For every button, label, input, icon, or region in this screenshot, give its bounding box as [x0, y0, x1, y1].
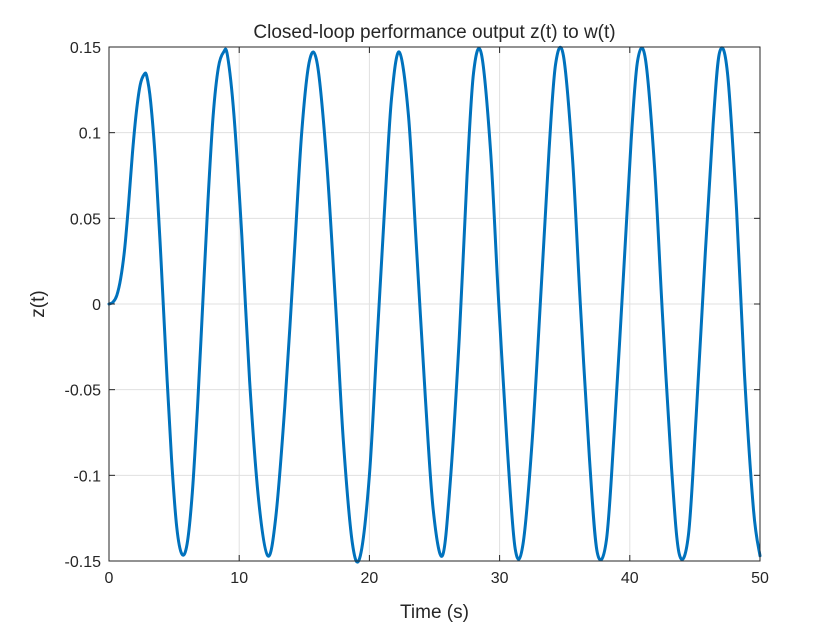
x-tick-label: 0: [105, 570, 114, 587]
x-tick-label: 30: [491, 570, 509, 587]
y-tick-label: -0.1: [73, 468, 101, 485]
y-tick-label: 0: [92, 297, 101, 314]
y-tick-label: 0.1: [79, 126, 101, 143]
x-tick-label: 40: [621, 570, 639, 587]
series-group: [107, 45, 762, 564]
y-axis-ticks: -0.15 -0.1 -0.05 0 0.05 0.1 0.15: [65, 40, 760, 571]
x-tick-label: 10: [230, 570, 248, 587]
x-axis-ticks: 0 10 20 30 40 50: [105, 47, 769, 587]
series-line: [107, 45, 762, 564]
x-axis-label: Time (s): [400, 602, 469, 623]
x-tick-label: 20: [361, 570, 379, 587]
y-tick-label: 0.15: [70, 40, 101, 57]
y-axis-label: z(t): [28, 290, 49, 317]
chart-title: Closed-loop performance output z(t) to w…: [253, 22, 615, 43]
x-tick-label: 50: [751, 570, 769, 587]
y-tick-label: 0.05: [70, 211, 101, 228]
y-tick-label: -0.15: [65, 554, 102, 571]
y-tick-label: -0.05: [65, 383, 102, 400]
